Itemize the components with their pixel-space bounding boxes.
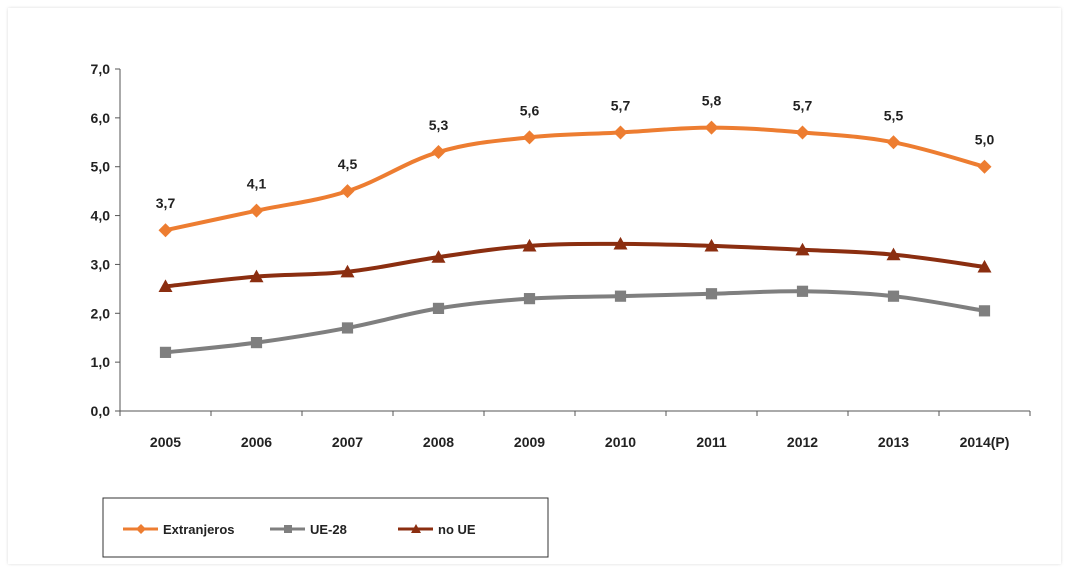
data-point-ue-28 xyxy=(614,290,627,302)
data-point-ue-28 xyxy=(705,288,718,300)
data-point-ue-28 xyxy=(796,285,809,297)
data-label-extranjeros: 4,5 xyxy=(338,156,358,172)
data-point-ue-28 xyxy=(341,322,354,334)
x-tick-label: 2007 xyxy=(332,434,363,450)
legend-label-no-ue: no UE xyxy=(438,522,476,537)
legend: Extranjeros UE-28 no UE xyxy=(102,497,549,558)
data-point-no-ue xyxy=(613,236,628,250)
data-label-extranjeros: 5,5 xyxy=(884,107,904,123)
x-tick-label: 2013 xyxy=(878,434,909,450)
data-point-extranjeros xyxy=(886,135,901,150)
y-tick-label: 2,0 xyxy=(91,305,111,321)
y-tick-label: 6,0 xyxy=(91,110,111,126)
legend-marker-extranjeros xyxy=(136,524,146,534)
x-tick-label: 2008 xyxy=(423,434,454,450)
series-ue-28 xyxy=(159,285,991,358)
data-label-extranjeros: 5,3 xyxy=(429,117,449,133)
data-point-no-ue xyxy=(431,250,446,263)
data-point-ue-28 xyxy=(523,293,536,305)
data-point-no-ue xyxy=(158,279,173,293)
data-label-extranjeros: 5,7 xyxy=(793,98,813,114)
x-tick-label: 2005 xyxy=(150,434,181,450)
legend-label-ue-28: UE-28 xyxy=(310,522,347,537)
series-line-extranjeros xyxy=(165,125,986,233)
series-layer xyxy=(158,120,992,358)
data-point-no-ue xyxy=(977,259,992,273)
line-chart: 0,0 1,0 2,0 3,0 4,0 5,0 6,0 7,0 2005 2006 2007 2008… xyxy=(91,61,1031,558)
data-point-ue-28 xyxy=(432,302,445,314)
data-point-extranjeros xyxy=(340,184,355,199)
x-tick-label: 2010 xyxy=(605,434,636,450)
data-point-no-ue xyxy=(249,269,264,283)
data-point-ue-28 xyxy=(159,346,172,358)
data-label-extranjeros: 5,6 xyxy=(520,102,540,118)
series-line-ue-28 xyxy=(165,289,985,355)
axes: 0,0 1,0 2,0 3,0 4,0 5,0 6,0 7,0 2005 2006 2007 2008… xyxy=(91,61,1031,450)
data-point-extranjeros xyxy=(431,145,446,160)
data-point-no-ue xyxy=(704,238,719,252)
series-extranjeros xyxy=(158,120,992,238)
data-point-ue-28 xyxy=(250,337,263,349)
legend-label-extranjeros: Extranjeros xyxy=(163,522,235,537)
chart-frame: 0,0 1,0 2,0 3,0 4,0 5,0 6,0 7,0 2005 2006 2007 2008… xyxy=(8,8,1061,564)
data-label-extranjeros: 5,8 xyxy=(702,93,722,109)
legend-marker-ue-28 xyxy=(284,525,292,533)
y-tick-label: 3,0 xyxy=(91,256,111,272)
data-point-no-ue xyxy=(340,264,355,278)
data-label-extranjeros: 5,7 xyxy=(611,98,631,114)
y-tick-label: 7,0 xyxy=(91,61,111,77)
data-label-extranjeros: 4,1 xyxy=(247,176,267,192)
x-tick-label: 2011 xyxy=(696,434,727,450)
series-no-ue xyxy=(158,236,992,293)
data-point-ue-28 xyxy=(978,305,991,317)
data-point-no-ue xyxy=(886,247,901,261)
data-labels: 3,7 4,1 4,5 5,3 5,6 5,7 5,8 5,7 5,5 5,0 xyxy=(156,93,995,212)
data-point-extranjeros xyxy=(158,223,173,238)
x-tick-label: 2012 xyxy=(787,434,818,450)
data-label-extranjeros: 3,7 xyxy=(156,195,176,211)
y-tick-label: 1,0 xyxy=(91,354,111,370)
data-point-extranjeros xyxy=(249,203,264,218)
data-point-extranjeros xyxy=(795,125,810,140)
y-tick-label: 4,0 xyxy=(91,208,111,224)
legend-box xyxy=(102,497,549,558)
data-point-ue-28 xyxy=(887,290,900,302)
series-line-no-ue xyxy=(165,241,985,289)
data-point-extranjeros xyxy=(977,159,992,174)
x-tick-label: 2014(P) xyxy=(960,434,1010,450)
x-tick-label: 2006 xyxy=(241,434,272,450)
data-point-no-ue xyxy=(795,242,810,256)
legend-marker-no-ue xyxy=(411,524,421,533)
x-tick-label: 2009 xyxy=(514,434,545,450)
data-point-no-ue xyxy=(522,238,537,252)
data-point-extranjeros xyxy=(613,125,628,140)
data-label-extranjeros: 5,0 xyxy=(975,132,995,148)
y-tick-label: 0,0 xyxy=(91,403,111,419)
data-point-extranjeros xyxy=(704,120,719,135)
y-tick-label: 5,0 xyxy=(91,159,111,175)
data-point-extranjeros xyxy=(522,130,537,145)
